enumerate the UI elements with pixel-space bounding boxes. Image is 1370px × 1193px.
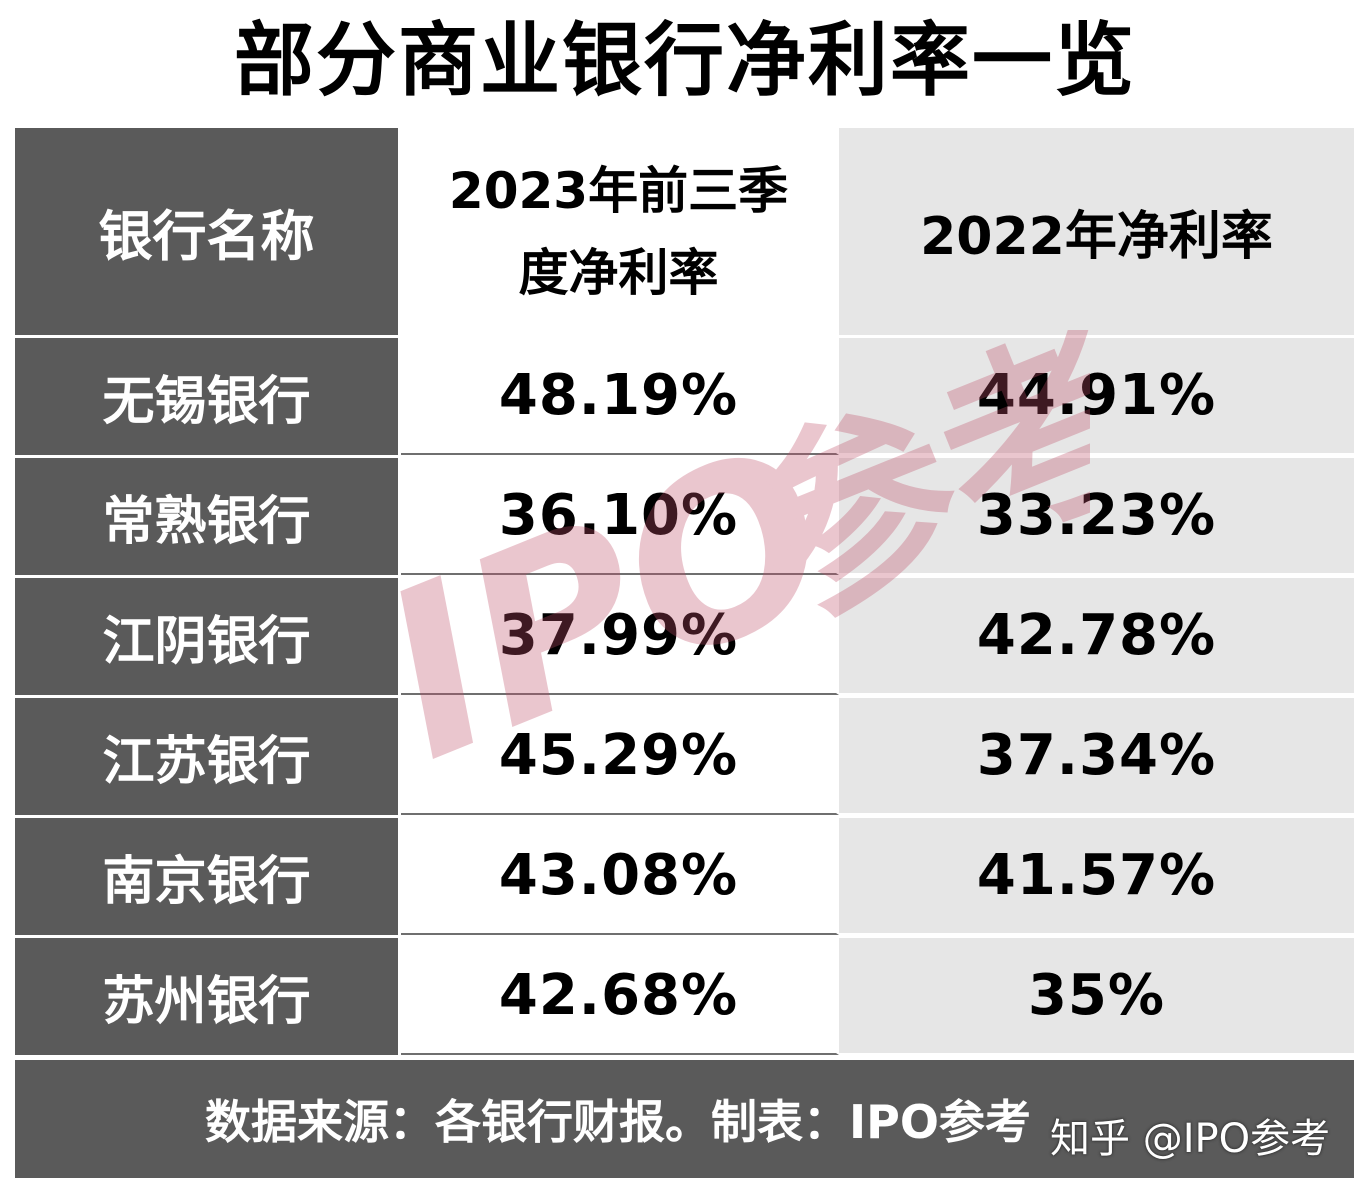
table-row: 江阴银行 37.99% 42.78%	[15, 578, 1354, 698]
table-row: 常熟银行 36.10% 33.23%	[15, 458, 1354, 578]
net-margin-table: 银行名称 2023年前三季 度净利率 2022年净利率 无锡银行 48.19% …	[15, 128, 1354, 1058]
source-note: 数据来源：各银行财报。制表：IPO参考	[205, 1095, 1031, 1149]
bank-name: 苏州银行	[15, 938, 401, 1055]
source-footer: 数据来源：各银行财报。制表：IPO参考	[15, 1060, 1354, 1178]
bank-name: 无锡银行	[15, 338, 401, 455]
table-row: 苏州银行 42.68% 35%	[15, 938, 1354, 1058]
table-row: 江苏银行 45.29% 37.34%	[15, 698, 1354, 818]
header-2022: 2022年净利率	[839, 128, 1354, 335]
q3-2023-value: 48.19%	[401, 338, 839, 455]
y2022-value: 33.23%	[839, 458, 1354, 575]
table-row: 南京银行 43.08% 41.57%	[15, 818, 1354, 938]
y2022-value: 44.91%	[839, 338, 1354, 455]
q3-2023-value: 37.99%	[401, 578, 839, 695]
y2022-value: 35%	[839, 938, 1354, 1055]
q3-2023-value: 43.08%	[401, 818, 839, 935]
bank-name: 江阴银行	[15, 578, 401, 695]
header-2023-q3-line1: 2023年前三季	[448, 161, 789, 220]
zhihu-credit: 知乎 @IPO参考	[1050, 1116, 1331, 1162]
table-row: 无锡银行 48.19% 44.91%	[15, 338, 1354, 458]
y2022-value: 37.34%	[839, 698, 1354, 815]
header-2023-q3: 2023年前三季 度净利率	[401, 128, 839, 335]
q3-2023-value: 45.29%	[401, 698, 839, 815]
bank-name: 常熟银行	[15, 458, 401, 575]
page-title: 部分商业银行净利率一览	[234, 14, 1136, 107]
table-header-row: 银行名称 2023年前三季 度净利率 2022年净利率	[15, 128, 1354, 338]
y2022-value: 41.57%	[839, 818, 1354, 935]
header-2023-q3-line2: 度净利率	[518, 243, 719, 302]
q3-2023-value: 42.68%	[401, 938, 839, 1055]
bank-name: 南京银行	[15, 818, 401, 935]
header-bank-name: 银行名称	[15, 128, 401, 335]
bank-name: 江苏银行	[15, 698, 401, 815]
q3-2023-value: 36.10%	[401, 458, 839, 575]
y2022-value: 42.78%	[839, 578, 1354, 695]
